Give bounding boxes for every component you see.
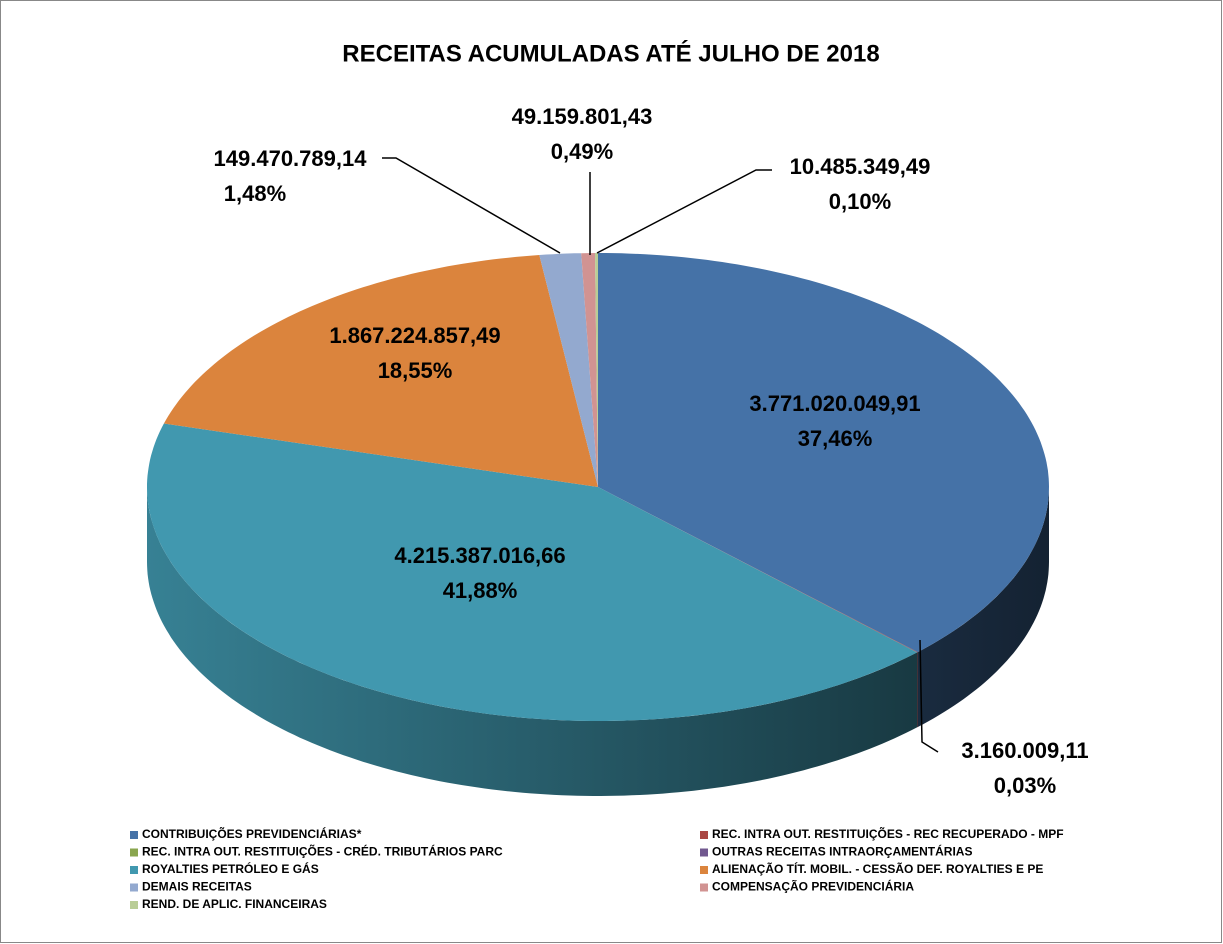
data-label: 49.159.801,43	[512, 104, 653, 129]
data-label: 3.771.020.049,91	[749, 391, 920, 416]
legend-swatch	[700, 883, 708, 892]
legend-swatch	[700, 848, 708, 857]
slice	[595, 253, 598, 487]
legend-swatch	[130, 901, 138, 909]
percent-label: 41,88%	[443, 578, 518, 603]
percent-label: 1,48%	[224, 181, 286, 206]
legend-swatch	[700, 831, 708, 839]
legend-label: CONTRIBUIÇÕES PREVIDENCIÁRIAS*	[142, 826, 362, 841]
percent-label: 0,49%	[551, 139, 613, 164]
legend-swatch	[130, 883, 138, 892]
legend-swatch	[130, 831, 138, 839]
legend-label: ROYALTIES PETRÓLEO E GÁS	[142, 861, 319, 876]
slice-side	[917, 487, 1049, 728]
percent-label: 0,03%	[994, 773, 1056, 798]
slice-side	[147, 487, 917, 796]
legend-label: OUTRAS RECEITAS INTRAORÇAMENTÁRIAS	[712, 844, 972, 859]
legend-label: REND. DE APLIC. FINANCEIRAS	[142, 897, 327, 911]
slice	[539, 253, 598, 487]
data-label: 4.215.387.016,66	[394, 543, 565, 568]
legend-label: ALIENAÇÃO TÍT. MOBIL. - CESSÃO DEF. ROYA…	[712, 861, 1043, 876]
legend-label: REC. INTRA OUT. RESTITUIÇÕES - REC RECUP…	[712, 826, 1064, 841]
data-label: 3.160.009,11	[961, 738, 1088, 763]
chart-title: RECEITAS ACUMULADAS ATÉ JULHO DE 2018	[342, 39, 879, 67]
slice-side	[917, 652, 918, 728]
legend-label: REC. INTRA OUT. RESTITUIÇÕES - CRÉD. TRI…	[142, 844, 503, 859]
legend-label: COMPENSAÇÃO PREVIDENCIÁRIA	[712, 879, 914, 894]
leader-line	[919, 639, 939, 753]
leader-line	[596, 169, 772, 254]
legend-swatch	[130, 866, 138, 874]
slice	[598, 487, 917, 653]
legend-swatch	[130, 848, 138, 857]
percent-label: 0,10%	[829, 189, 891, 214]
data-label: 10.485.349,49	[790, 154, 931, 179]
percent-label: 37,46%	[798, 426, 873, 451]
slice	[581, 253, 598, 487]
slice	[147, 423, 917, 721]
legend-swatch	[700, 866, 708, 874]
legend-label: DEMAIS RECEITAS	[142, 880, 252, 894]
slice	[163, 255, 598, 487]
slice	[598, 253, 1049, 653]
percent-label: 18,55%	[378, 358, 453, 383]
leader-line	[382, 157, 561, 254]
data-label: 149.470.789,14	[214, 146, 368, 171]
data-label: 1.867.224.857,49	[329, 323, 500, 348]
slice	[598, 487, 918, 653]
